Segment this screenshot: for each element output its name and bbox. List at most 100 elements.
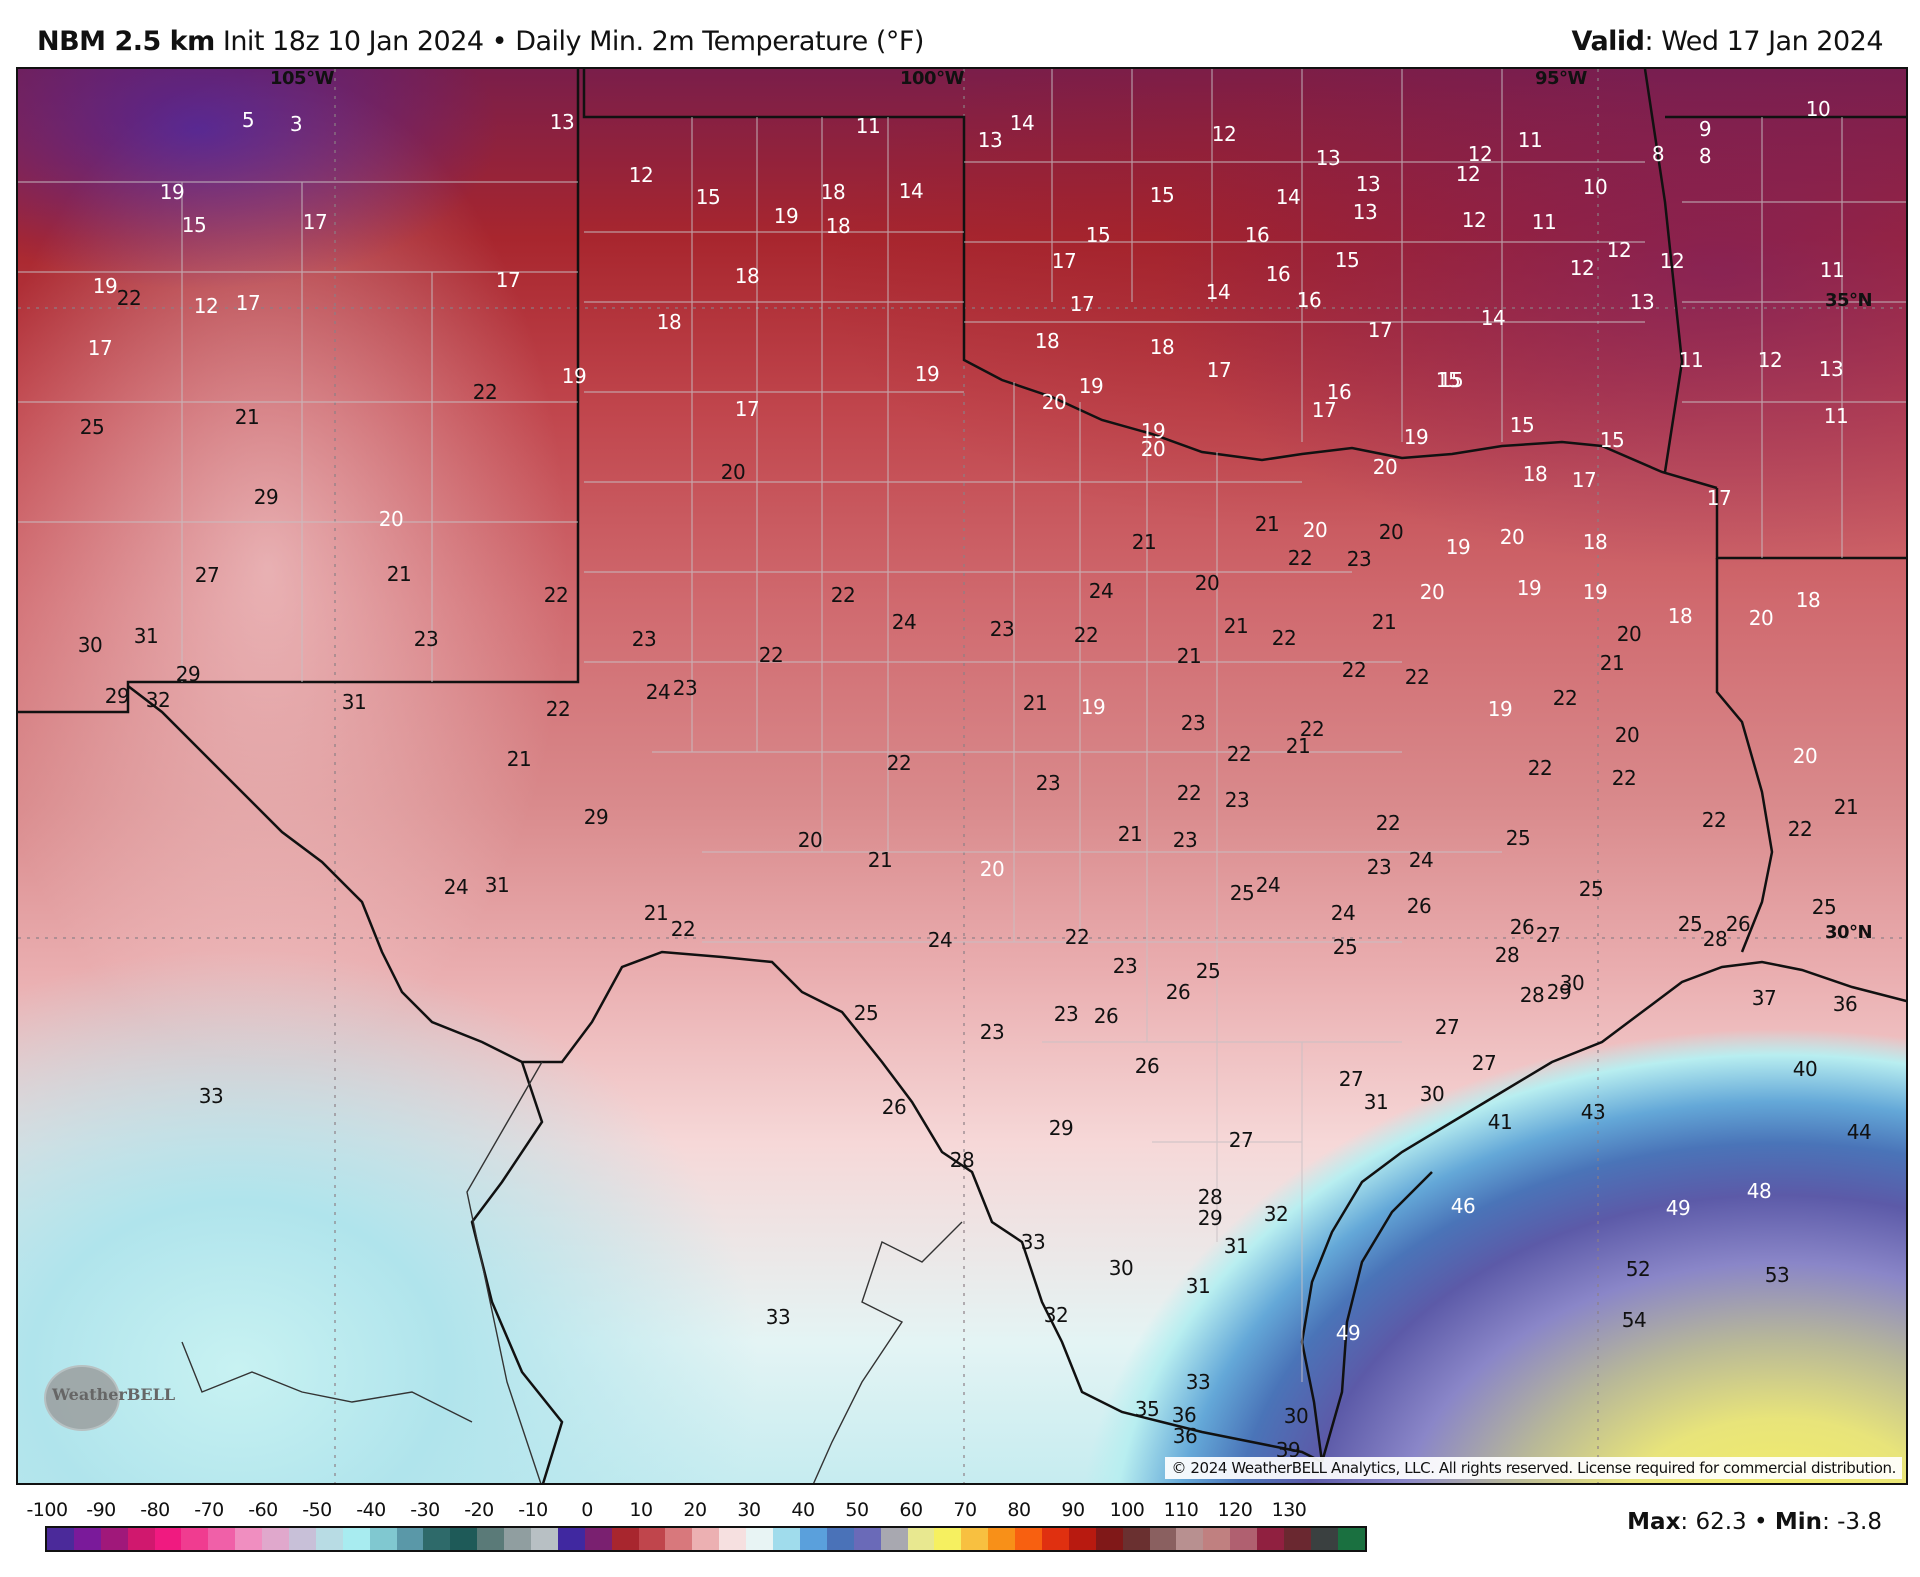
colorbar-tick: 40 — [791, 1499, 815, 1521]
station-value: 31 — [133, 624, 159, 648]
colorbar-tick: 100 — [1109, 1499, 1145, 1521]
colorbar-tick: -100 — [26, 1499, 68, 1521]
station-value: 17 — [495, 268, 521, 292]
graticule-label: 100°W — [900, 68, 964, 89]
colorbar-swatch — [1095, 1528, 1123, 1550]
station-value: 26 — [1509, 915, 1535, 939]
station-value: 23 — [1053, 1002, 1079, 1026]
station-value: 13 — [549, 110, 575, 134]
station-value: 25 — [1811, 895, 1837, 919]
station-value: 33 — [198, 1084, 224, 1108]
colorbar-tick: -50 — [302, 1499, 332, 1521]
colorbar-tick: 20 — [683, 1499, 707, 1521]
station-value: 27 — [1338, 1067, 1364, 1091]
colorbar-swatch — [100, 1528, 128, 1550]
station-value: 23 — [979, 1020, 1005, 1044]
station-value: 22 — [1271, 626, 1297, 650]
colorbar-tick: -80 — [140, 1499, 170, 1521]
station-value: 35 — [1134, 1397, 1160, 1421]
station-value: 54 — [1621, 1308, 1647, 1332]
station-value: 23 — [989, 617, 1015, 641]
station-value: 20 — [797, 828, 823, 852]
station-value: 27 — [1434, 1015, 1460, 1039]
colorbar-swatch — [746, 1528, 774, 1550]
station-value: 29 — [1048, 1116, 1074, 1140]
min-value: : -3.8 — [1822, 1509, 1882, 1535]
station-value: 21 — [1599, 651, 1625, 675]
colorbar-tick: 130 — [1271, 1499, 1307, 1521]
station-value: 26 — [1165, 980, 1191, 1004]
station-value: 8 — [1651, 142, 1665, 166]
station-value: 12 — [628, 163, 654, 187]
station-value: 44 — [1846, 1120, 1872, 1144]
colorbar-swatch — [1068, 1528, 1096, 1550]
colorbar-swatch — [73, 1528, 101, 1550]
colorbar-swatch — [853, 1528, 881, 1550]
station-value: 21 — [1254, 512, 1280, 536]
station-value: 13 — [1818, 357, 1844, 381]
max-value: : 62.3 — [1680, 1509, 1747, 1535]
station-value: 17 — [1706, 486, 1732, 510]
station-value: 22 — [1375, 811, 1401, 835]
station-value: 13 — [1355, 172, 1381, 196]
colorbar-swatch — [638, 1528, 666, 1550]
colorbar-tick: 10 — [629, 1499, 653, 1521]
max-min-summary: Max: 62.3 • Min: -3.8 — [1627, 1509, 1882, 1535]
station-value: 20 — [979, 857, 1005, 881]
max-label: Max — [1627, 1509, 1681, 1535]
colorbar-tick: -70 — [194, 1499, 224, 1521]
station-value: 20 — [1302, 518, 1328, 542]
station-value: 20 — [1041, 390, 1067, 414]
station-value: 22 — [830, 583, 856, 607]
station-value: 19 — [1080, 695, 1106, 719]
colorbar-swatch — [961, 1528, 989, 1550]
station-value: 10 — [1582, 175, 1608, 199]
station-value: 24 — [645, 680, 671, 704]
station-value: 11 — [855, 114, 881, 138]
station-value: 14 — [898, 179, 924, 203]
station-value: 28 — [1702, 927, 1728, 951]
station-value: 15 — [1599, 428, 1625, 452]
station-value: 28 — [1197, 1185, 1223, 1209]
weatherbell-logo: WeatherBELL — [30, 1361, 180, 1431]
colorbar-swatch — [719, 1528, 747, 1550]
station-value: 23 — [1112, 954, 1138, 978]
station-value: 17 — [1367, 318, 1393, 342]
colorbar-swatch — [1283, 1528, 1311, 1550]
station-value: 16 — [1296, 288, 1322, 312]
station-value: 19 — [1582, 580, 1608, 604]
colorbar-swatch — [1203, 1528, 1231, 1550]
station-value: 20 — [720, 460, 746, 484]
station-value: 41 — [1487, 1110, 1513, 1134]
station-value: 30 — [1559, 971, 1585, 995]
station-value: 22 — [1611, 766, 1637, 790]
station-value: 22 — [1064, 925, 1090, 949]
colorbar-swatch — [531, 1528, 558, 1550]
station-value: 11 — [1531, 210, 1557, 234]
colorbar-swatch — [127, 1528, 155, 1550]
station-value: 25 — [1195, 959, 1221, 983]
colorbar-swatch — [450, 1528, 478, 1550]
station-value: 31 — [484, 873, 510, 897]
station-value: 13 — [977, 128, 1003, 152]
station-value: 9 — [1698, 117, 1712, 141]
station-value: 28 — [1519, 983, 1545, 1007]
station-value: 17 — [235, 291, 261, 315]
station-value: 21 — [1371, 610, 1397, 634]
station-value: 10 — [1805, 97, 1831, 121]
colorbar-swatch — [826, 1528, 854, 1550]
station-value: 18 — [656, 310, 682, 334]
station-value: 12 — [1467, 142, 1493, 166]
colorbar-swatch — [1041, 1528, 1069, 1550]
station-value: 22 — [1787, 817, 1813, 841]
graticule-label: 105°W — [270, 68, 334, 89]
station-value: 33 — [1020, 1230, 1046, 1254]
colorbar-tick: 90 — [1061, 1499, 1085, 1521]
station-value: 49 — [1665, 1196, 1691, 1220]
colorbar-swatch — [584, 1528, 612, 1550]
station-value: 12 — [1606, 238, 1632, 262]
station-value: 18 — [1667, 604, 1693, 628]
colorbar-tick: 70 — [953, 1499, 977, 1521]
station-value: 25 — [79, 415, 105, 439]
station-value: 22 — [1404, 665, 1430, 689]
